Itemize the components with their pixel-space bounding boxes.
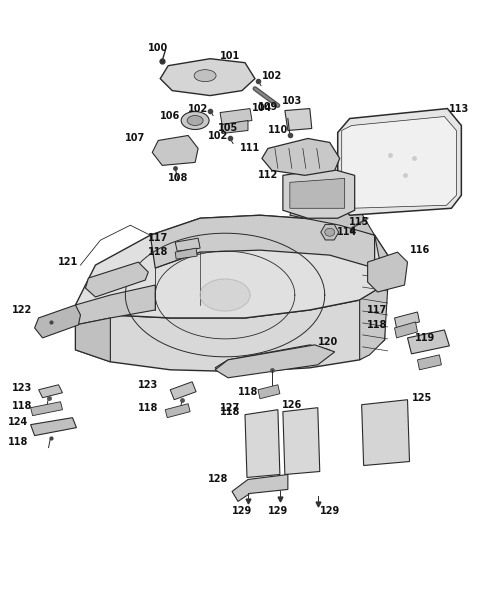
Text: 111: 111 [240, 143, 260, 154]
Polygon shape [395, 312, 420, 328]
Polygon shape [361, 400, 409, 466]
Polygon shape [220, 109, 252, 125]
Polygon shape [245, 410, 280, 478]
Polygon shape [85, 262, 148, 297]
Polygon shape [258, 385, 280, 399]
Text: 129: 129 [232, 506, 252, 517]
Polygon shape [368, 252, 408, 292]
Text: 104: 104 [252, 103, 272, 113]
Polygon shape [150, 215, 374, 268]
Polygon shape [408, 330, 449, 354]
Polygon shape [215, 345, 335, 378]
Polygon shape [290, 178, 345, 208]
Text: 117: 117 [148, 233, 168, 243]
Ellipse shape [194, 70, 216, 82]
Polygon shape [360, 235, 390, 360]
Polygon shape [170, 382, 196, 400]
Text: 112: 112 [258, 170, 278, 181]
Text: 121: 121 [58, 257, 78, 267]
Text: 113: 113 [449, 104, 469, 113]
Polygon shape [35, 305, 81, 338]
Text: 118: 118 [138, 403, 158, 413]
Text: 120: 120 [318, 337, 338, 347]
Text: 124: 124 [8, 416, 29, 427]
Polygon shape [283, 407, 320, 475]
Text: 118: 118 [238, 387, 258, 397]
Polygon shape [75, 285, 155, 325]
Text: 107: 107 [125, 133, 145, 143]
Ellipse shape [181, 112, 209, 130]
Text: 118: 118 [367, 320, 387, 330]
Text: 125: 125 [411, 393, 432, 403]
Polygon shape [38, 385, 62, 398]
Polygon shape [395, 322, 418, 338]
Polygon shape [175, 238, 200, 251]
Polygon shape [232, 475, 288, 502]
Polygon shape [285, 109, 312, 130]
Text: 110: 110 [268, 125, 288, 136]
Text: 128: 128 [208, 475, 228, 484]
Text: 123: 123 [138, 380, 158, 390]
Polygon shape [283, 169, 355, 218]
Text: 117: 117 [367, 305, 387, 315]
Polygon shape [31, 402, 62, 416]
Polygon shape [175, 248, 197, 259]
Polygon shape [200, 279, 250, 311]
Polygon shape [215, 345, 330, 375]
Polygon shape [290, 198, 374, 235]
Polygon shape [75, 285, 384, 372]
Text: 122: 122 [12, 305, 33, 315]
Polygon shape [222, 121, 248, 133]
Text: 127: 127 [220, 403, 240, 413]
Text: 101: 101 [220, 51, 240, 61]
Text: 114: 114 [337, 227, 358, 237]
Text: 118: 118 [12, 401, 33, 410]
Polygon shape [160, 59, 255, 95]
Polygon shape [262, 139, 340, 175]
Text: 129: 129 [268, 506, 288, 517]
Text: 102: 102 [262, 71, 282, 80]
Polygon shape [342, 116, 456, 208]
Text: 116: 116 [409, 245, 430, 255]
Polygon shape [75, 215, 390, 318]
Text: 100: 100 [148, 43, 168, 53]
Text: 106: 106 [160, 110, 180, 121]
Polygon shape [321, 224, 339, 240]
Polygon shape [165, 404, 190, 418]
Text: 118: 118 [220, 407, 240, 416]
Ellipse shape [187, 116, 203, 125]
Text: 109: 109 [258, 101, 278, 112]
Polygon shape [418, 355, 442, 370]
Text: 118: 118 [148, 247, 168, 257]
Text: 123: 123 [12, 383, 33, 393]
Polygon shape [75, 318, 110, 362]
Text: 105: 105 [218, 124, 238, 133]
Text: 118: 118 [8, 437, 29, 446]
Text: 103: 103 [282, 95, 302, 106]
Text: 102: 102 [188, 104, 208, 113]
Polygon shape [31, 418, 76, 436]
Text: 129: 129 [320, 506, 340, 517]
Text: 115: 115 [349, 217, 370, 227]
Text: 102: 102 [208, 131, 228, 142]
Text: 126: 126 [282, 400, 302, 410]
Text: 108: 108 [168, 173, 189, 184]
Text: 119: 119 [415, 333, 435, 343]
Polygon shape [338, 109, 461, 215]
Ellipse shape [325, 228, 335, 236]
Polygon shape [152, 136, 198, 166]
